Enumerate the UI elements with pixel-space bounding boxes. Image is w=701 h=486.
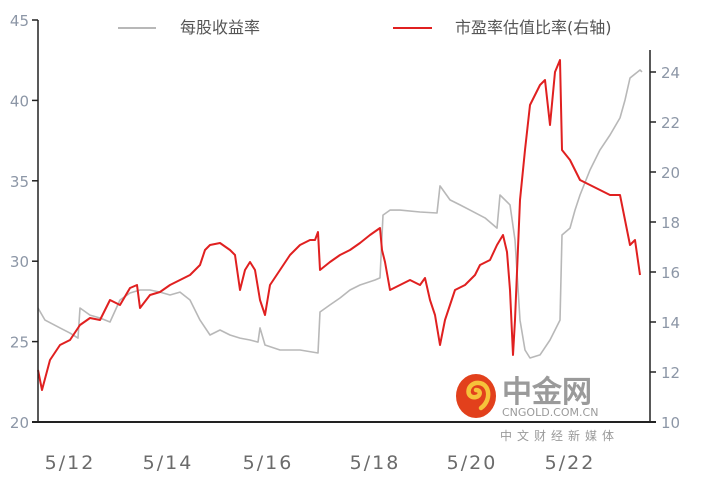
- series-layer: [37, 59, 643, 391]
- axes: [32, 20, 656, 423]
- cngold-logo-swirl: [466, 380, 491, 411]
- x-tick-label: 5/22: [545, 452, 596, 474]
- right-tick-label: 14: [661, 314, 680, 332]
- legend-label-pe-ratio: 市盈率估值比率(右轴): [455, 18, 612, 37]
- left-tick-label: 30: [10, 253, 29, 271]
- right-tick-label: 24: [661, 64, 680, 82]
- right-tick-label: 18: [661, 214, 680, 232]
- left-tick-label: 45: [10, 12, 29, 30]
- left-tick-label: 40: [10, 92, 29, 110]
- left-tick-label: 25: [10, 334, 29, 352]
- right-tick-label: 22: [661, 114, 680, 132]
- x-tick-label: 5/18: [350, 452, 401, 474]
- x-tick-label: 5/12: [45, 452, 96, 474]
- left-tick-label: 35: [10, 173, 29, 191]
- watermark-slogan: 中文财经新媒体: [500, 428, 619, 443]
- x-tick-label: 5/20: [447, 452, 498, 474]
- watermark-domain: CNGOLD.COM.CN: [502, 406, 598, 419]
- legend: 每股收益率 市盈率估值比率(右轴): [118, 18, 612, 37]
- right-tick-label: 20: [661, 164, 680, 182]
- series-line-eps-yield: [37, 69, 643, 359]
- right-tick-label: 12: [661, 364, 680, 382]
- x-tick-label: 5/14: [143, 452, 194, 474]
- x-tick-label: 5/16: [243, 452, 294, 474]
- right-tick-label: 16: [661, 264, 680, 282]
- watermark: 中金网 CNGOLD.COM.CN 中文财经新媒体: [456, 374, 619, 443]
- legend-label-eps-yield: 每股收益率: [180, 18, 260, 37]
- watermark-brand: 中金网: [502, 375, 592, 410]
- series-line-pe-ratio: [37, 59, 641, 391]
- ticks: 45 40 35 30 25 20 24 22 20 18 16 14 12 10 5/12 5/14 5/16…: [10, 12, 680, 474]
- left-tick-label: 20: [10, 414, 29, 432]
- right-tick-label: 10: [661, 414, 680, 432]
